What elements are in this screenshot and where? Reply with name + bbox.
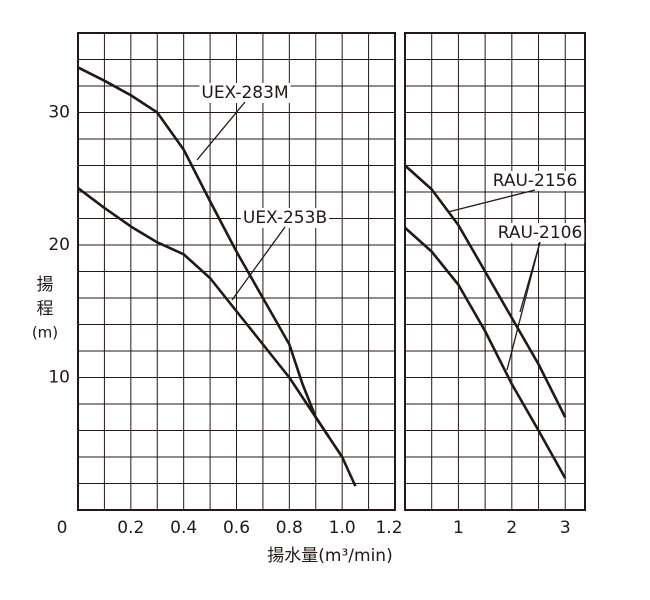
x-tick-label: 2: [506, 518, 517, 538]
leader-line: [506, 241, 541, 371]
y-axis-label: 程: [37, 299, 54, 319]
x-tick-label: 0: [57, 518, 68, 538]
x-tick-label: 1.2: [375, 518, 402, 538]
x-tick-label: 0.4: [170, 518, 197, 538]
line-series: [404, 164, 567, 418]
y-tick-label: 10: [48, 368, 70, 388]
x-tick-label: 0.8: [276, 518, 303, 538]
plot-frame: [77, 32, 396, 511]
x-tick-label: 1.0: [329, 518, 356, 538]
x-axis-label: 揚水量(m³/min): [267, 546, 392, 566]
leader-line: [231, 226, 286, 301]
y-tick-label: 30: [48, 103, 70, 123]
line-series: [77, 186, 357, 487]
label-bg: [495, 223, 585, 243]
series-label: RAU-2156: [493, 171, 578, 191]
label-bg: [240, 208, 330, 228]
y-axis-label: (m): [32, 324, 58, 342]
x-tick-label: 1: [453, 518, 464, 538]
y-axis-label: 揚: [37, 275, 54, 295]
line-series: [77, 66, 331, 438]
series-label: RAU-2106: [498, 223, 583, 243]
leader-line: [447, 189, 536, 213]
leader-line: [196, 101, 246, 161]
x-tick-label: 0.2: [117, 518, 144, 538]
label-bg: [490, 171, 580, 191]
x-tick-label: 3: [560, 518, 571, 538]
line-series: [404, 226, 567, 479]
plot-frame: [404, 32, 586, 511]
x-tick-label: 0.6: [223, 518, 250, 538]
series-label: UEX-253B: [243, 208, 327, 228]
label-bg: [199, 83, 291, 103]
y-tick-label: 20: [48, 235, 70, 255]
series-label: UEX-283M: [201, 83, 288, 103]
